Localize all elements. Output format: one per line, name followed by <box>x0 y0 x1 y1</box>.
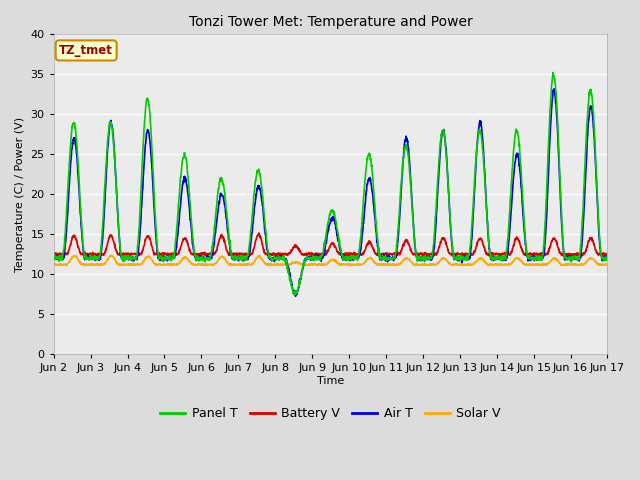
Line: Air T: Air T <box>54 89 607 296</box>
Line: Solar V: Solar V <box>54 255 607 266</box>
Air T <box>204 256 212 262</box>
Air T <box>292 293 300 299</box>
Line: Panel T: Panel T <box>54 72 607 295</box>
Solar V <box>359 261 367 267</box>
Solar V <box>570 262 578 268</box>
Air T <box>347 255 355 261</box>
Air T <box>555 160 563 166</box>
Air T <box>570 256 578 262</box>
Solar V <box>205 262 212 267</box>
Text: TZ_tmet: TZ_tmet <box>60 44 113 57</box>
Panel T <box>570 254 578 260</box>
Solar V <box>492 262 500 267</box>
Panel T <box>204 256 212 262</box>
Title: Tonzi Tower Met: Temperature and Power: Tonzi Tower Met: Temperature and Power <box>189 15 472 29</box>
Battery V <box>555 246 563 252</box>
Panel T <box>492 256 499 262</box>
Battery V <box>570 252 578 258</box>
Line: Battery V: Battery V <box>54 233 607 256</box>
Legend: Panel T, Battery V, Air T, Solar V: Panel T, Battery V, Air T, Solar V <box>156 402 506 425</box>
Solar V <box>347 262 355 268</box>
Battery V <box>50 251 58 257</box>
Air T <box>50 256 58 262</box>
Battery V <box>492 251 500 256</box>
X-axis label: Time: Time <box>317 376 344 386</box>
Panel T <box>359 209 367 215</box>
Battery V <box>347 252 355 257</box>
Panel T <box>347 253 355 259</box>
Air T <box>359 228 367 234</box>
Panel T <box>50 253 58 259</box>
Battery V <box>359 251 367 256</box>
Battery V <box>604 251 611 256</box>
Battery V <box>205 251 212 257</box>
Solar V <box>388 263 396 269</box>
Solar V <box>50 262 58 267</box>
Panel T <box>291 292 298 298</box>
Solar V <box>604 262 611 267</box>
Air T <box>492 256 499 262</box>
Air T <box>550 86 558 92</box>
Y-axis label: Temperature (C) / Power (V): Temperature (C) / Power (V) <box>15 117 25 272</box>
Battery V <box>255 230 263 236</box>
Panel T <box>549 70 557 75</box>
Air T <box>604 255 611 261</box>
Panel T <box>604 257 611 263</box>
Solar V <box>555 259 563 265</box>
Battery V <box>88 253 96 259</box>
Solar V <box>108 252 115 258</box>
Panel T <box>555 150 563 156</box>
